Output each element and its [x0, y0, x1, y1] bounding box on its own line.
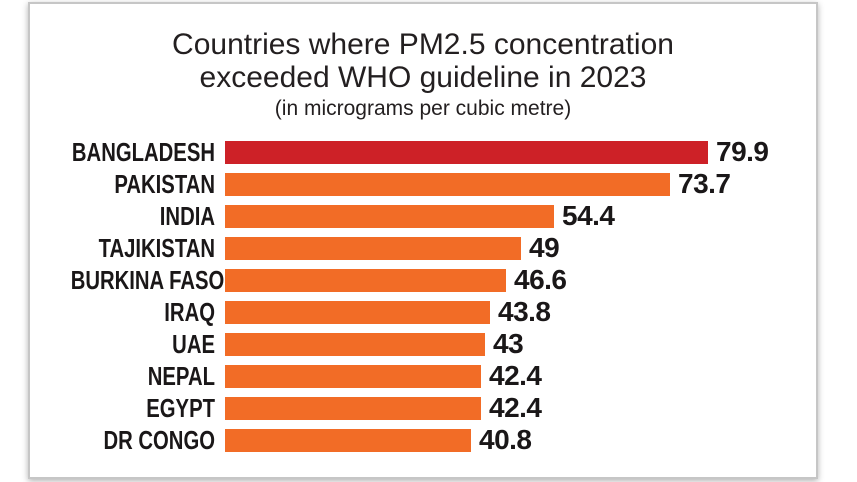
bar-row: IRAQ 43.8 — [30, 296, 816, 328]
value-label: 79.9 — [716, 136, 769, 167]
bar — [225, 140, 708, 164]
value-label: 43.8 — [498, 296, 551, 327]
bar — [225, 332, 485, 356]
country-label: BANGLADESH — [71, 136, 215, 167]
value-label: 54.4 — [562, 200, 615, 231]
bar — [225, 364, 481, 388]
bar-row: TAJIKISTAN 49 — [30, 232, 816, 264]
bar-row: DR CONGO 40.8 — [30, 424, 816, 456]
bar-row: UAE 43 — [30, 328, 816, 360]
chart-title-line1: Countries where PM2.5 concentration — [172, 28, 674, 61]
country-label: PAKISTAN — [114, 168, 215, 199]
bar — [225, 428, 471, 452]
bar-row: BANGLADESH 79.9 — [30, 136, 816, 168]
country-label: INDIA — [159, 200, 215, 231]
bar — [225, 236, 521, 260]
bar-row: NEPAL 42.4 — [30, 360, 816, 392]
country-label: UAE — [172, 328, 215, 359]
bar-row: PAKISTAN 73.7 — [30, 168, 816, 200]
bar-row: EGYPT 42.4 — [30, 392, 816, 424]
bar — [225, 300, 490, 324]
country-label: TAJIKISTAN — [98, 232, 215, 263]
bar — [225, 268, 506, 292]
bar — [225, 204, 554, 228]
chart-card: Countries where PM2.5 concentration exce… — [28, 2, 818, 479]
chart-header: Countries where PM2.5 concentration exce… — [30, 4, 816, 122]
bar — [225, 396, 481, 420]
country-label: EGYPT — [146, 392, 215, 423]
country-label: IRAQ — [164, 296, 215, 327]
value-label: 42.4 — [489, 392, 542, 423]
bar — [225, 172, 670, 196]
value-label: 42.4 — [489, 360, 542, 391]
bar-row: INDIA 54.4 — [30, 200, 816, 232]
chart-subtitle: (in micrograms per cubic metre) — [274, 97, 572, 120]
bar-row: BURKINA FASO 46.6 — [30, 264, 816, 296]
value-label: 49 — [529, 232, 560, 263]
chart-title-line2: exceeded WHO guideline in 2023 — [199, 61, 647, 94]
value-label: 46.6 — [514, 264, 567, 295]
value-label: 43 — [493, 328, 524, 359]
bar-chart: BANGLADESH 79.9 PAKISTAN 73.7 INDIA 54.4… — [30, 136, 816, 456]
country-label: DR CONGO — [103, 424, 215, 455]
country-label: NEPAL — [147, 360, 215, 391]
country-label: BURKINA FASO — [70, 264, 225, 295]
value-label: 73.7 — [678, 168, 731, 199]
value-label: 40.8 — [479, 424, 532, 455]
